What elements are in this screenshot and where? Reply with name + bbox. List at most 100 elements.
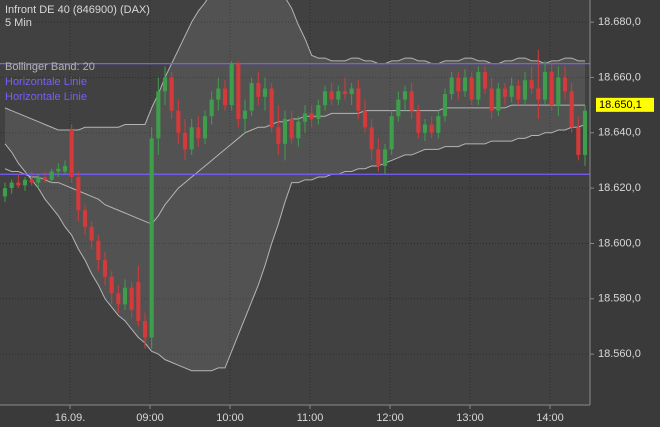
candle-body (169, 77, 174, 111)
candle-body (116, 293, 121, 305)
band-line (4, 124, 586, 372)
candle-body (422, 124, 428, 133)
y-tick-label: 18.600,0 (598, 237, 641, 249)
candle-body (502, 88, 508, 97)
last-price-label: 18.650,1 (599, 99, 642, 111)
candle-body (22, 179, 28, 186)
candle-body (376, 149, 381, 166)
candle-body (542, 71, 548, 100)
candle-body (76, 177, 81, 211)
candle-body (42, 177, 48, 180)
candle-body (396, 99, 401, 117)
candle-body (276, 127, 281, 144)
candle-body (182, 132, 188, 150)
candle-body (89, 226, 94, 241)
candle-body (476, 71, 481, 100)
candle-body (496, 88, 501, 111)
band-line (4, 0, 585, 131)
legend: Bollinger Band: 20 Horizontale Linie Horiz… (5, 61, 95, 103)
candle-body (462, 77, 468, 92)
candle-body (429, 124, 434, 133)
candle-body (122, 287, 128, 305)
candle-body (362, 110, 368, 128)
x-tick-label: 10:00 (216, 412, 244, 424)
candle-body (36, 177, 41, 183)
candle-body (342, 91, 348, 95)
candle-body (189, 127, 194, 150)
grid (0, 0, 590, 405)
candle-body (576, 127, 581, 155)
candle-body (436, 116, 441, 133)
candle-body (56, 168, 61, 172)
candle-body (242, 110, 248, 119)
candle-body (402, 91, 408, 100)
candle-body (309, 113, 314, 119)
candle-body (336, 91, 341, 100)
candle-body (322, 91, 328, 106)
candle-body (316, 105, 321, 119)
candle-body (269, 88, 274, 128)
candle-body (16, 182, 21, 186)
y-tick-label: 18.680,0 (598, 16, 641, 28)
candle-body (382, 149, 388, 166)
candle-body (389, 116, 394, 150)
candle-body (209, 99, 214, 117)
candle-body (49, 171, 54, 180)
x-tick-label: 13:00 (456, 412, 484, 424)
candle-body (176, 110, 181, 133)
candle-body (416, 110, 421, 133)
candle-body (196, 127, 201, 139)
candle-body (229, 63, 234, 106)
candle-body (329, 91, 334, 100)
y-tick-label: 18.620,0 (598, 182, 641, 194)
x-tick-label: 16.09. (55, 412, 86, 424)
candle-body (109, 276, 114, 294)
candle-body (569, 91, 574, 128)
candle-body (262, 88, 268, 97)
legend-entry: Horizontale Linie (5, 91, 87, 103)
candle-body (129, 287, 134, 310)
y-tick-label: 18.660,0 (598, 71, 641, 83)
x-tick-label: 11:00 (297, 412, 324, 424)
candle-body (289, 118, 294, 139)
candle-body (582, 110, 588, 155)
candle-body (442, 94, 448, 117)
candle-body (549, 71, 554, 106)
candle-body (236, 63, 241, 119)
candle-body (356, 88, 361, 111)
candle-body (349, 88, 354, 95)
candle-body (162, 77, 168, 92)
marks (0, 0, 590, 372)
candle-body (456, 77, 461, 92)
candle-body (516, 85, 521, 100)
candle-body (69, 130, 74, 178)
candle-body (522, 80, 528, 100)
candle-body (202, 116, 208, 139)
candle-body (249, 82, 254, 111)
candle-body (489, 88, 494, 111)
candle-body (96, 240, 101, 261)
last-price-tag (596, 97, 654, 112)
x-tick-label: 12:00 (376, 412, 404, 424)
candle-body (9, 182, 14, 189)
plot-area (0, 0, 590, 405)
candle-body (556, 77, 561, 106)
candle-body (536, 88, 541, 100)
candle-body (449, 77, 454, 95)
candle-body (509, 85, 514, 97)
band-line (4, 104, 585, 225)
candle-body (2, 188, 8, 197)
candle-body (136, 282, 141, 321)
candle-body (469, 77, 474, 100)
candle-body (562, 77, 568, 92)
candle-body (62, 165, 68, 172)
candle-body (222, 88, 228, 106)
x-tick-label: 14:00 (536, 412, 564, 424)
legend-entry: Horizontale Linie (5, 76, 87, 88)
candle-body (302, 113, 308, 122)
candle-body (529, 80, 534, 89)
y-tick-label: 18.560,0 (598, 348, 641, 360)
y-tick-label: 18.640,0 (598, 127, 641, 139)
candle-body (409, 91, 414, 111)
